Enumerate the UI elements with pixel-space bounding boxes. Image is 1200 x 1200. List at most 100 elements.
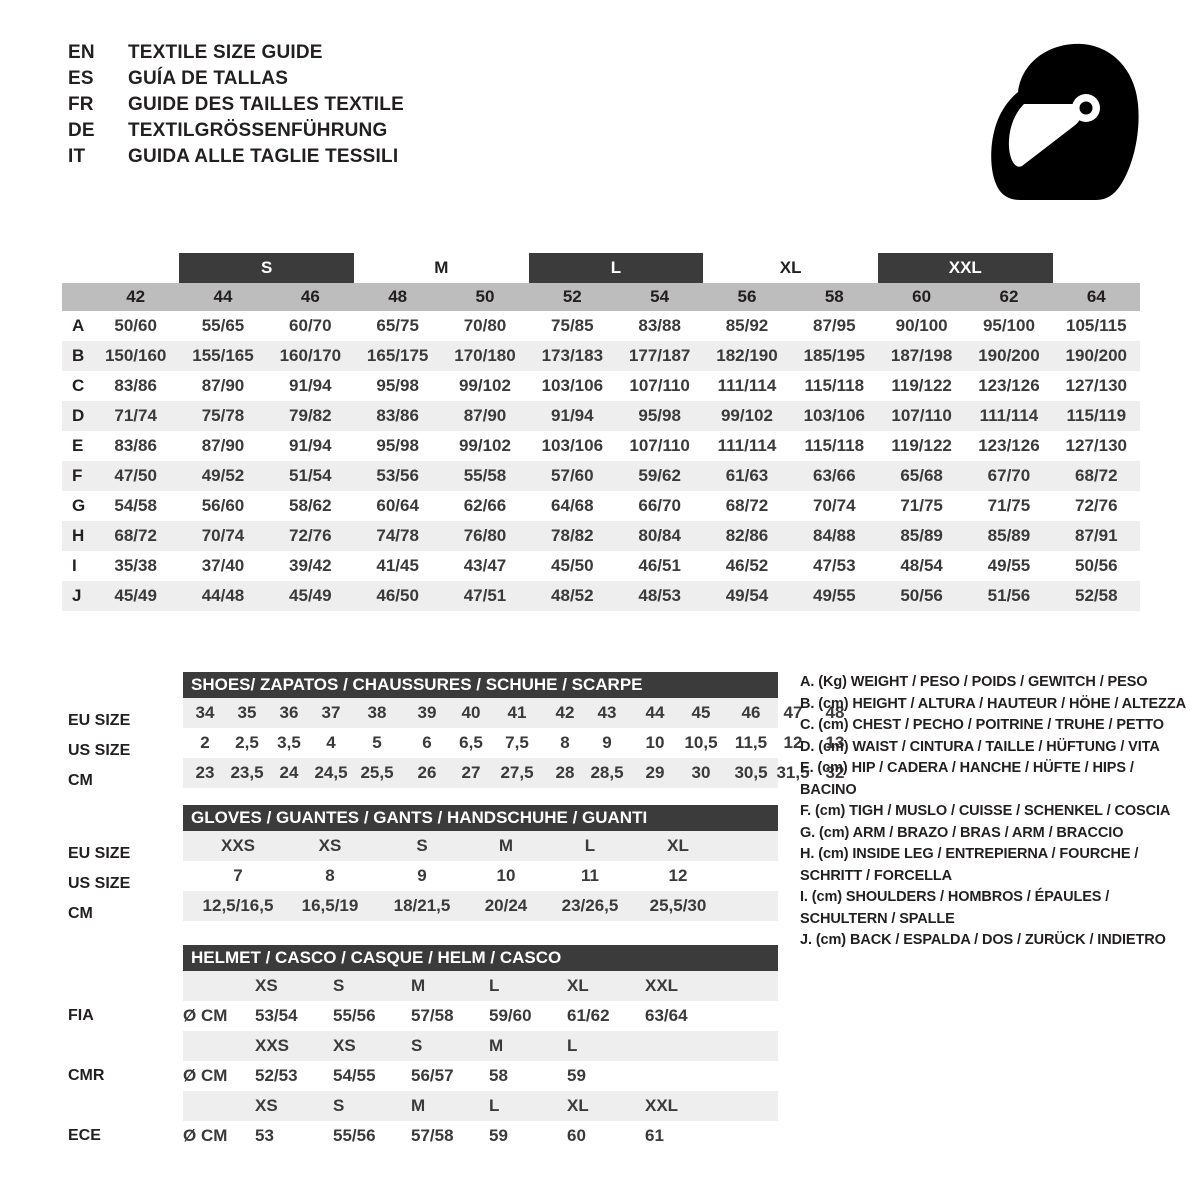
cell-E-60: 119/122 [891, 436, 952, 455]
cell-G-44: 56/60 [201, 496, 245, 515]
helmet-size-row-ECE: XS S M L XL XXL [183, 1091, 778, 1121]
cell-A-48: 65/75 [376, 316, 419, 335]
cell-E-44: 87/90 [201, 436, 245, 455]
helmet-size-CMR-L: L [567, 1036, 578, 1055]
cell-I-62: 49/55 [987, 556, 1031, 575]
gloves-us-XS: 8 [325, 866, 335, 885]
racing-helmet-icon [960, 28, 1160, 208]
helmet-value-CMR-S: 56/57 [411, 1066, 454, 1085]
helmet-size-ECE-XXL: XXL [645, 1096, 679, 1115]
cell-F-46: 51/54 [289, 466, 332, 485]
helmet-size-CMR-XXS: XXS [255, 1036, 290, 1055]
band-spacer [62, 253, 92, 283]
cell-E-50: 99/102 [458, 436, 511, 455]
table-row: B 150/160 155/165 160/170 165/175 170/180 173/… [62, 341, 1140, 371]
shoes-eu-41: 41 [507, 703, 527, 722]
size-band-M: M [434, 258, 449, 277]
helmet-size-CMR-S: S [411, 1036, 423, 1055]
shoes-row-labels: EU SIZE US SIZE CM [68, 706, 178, 796]
cell-H-50: 76/80 [463, 526, 507, 545]
cell-B-56: 182/190 [716, 346, 778, 365]
size-header-58: 58 [824, 287, 844, 306]
main-size-table: S M L XL XXL 42 44 46 48 50 52 54 56 58 60 62 64 A 50/60… [62, 253, 1140, 611]
cell-D-48: 83/86 [376, 406, 419, 425]
shoes-us-45: 10,5 [684, 733, 718, 752]
cell-B-54: 177/187 [628, 346, 691, 365]
cell-C-54: 107/110 [629, 376, 690, 395]
title-text: GUÍA DE TALLAS [128, 68, 289, 89]
shoes-cm-37: 24,5 [314, 763, 348, 782]
shoes-us-39: 6 [422, 733, 432, 752]
gloves-label-us-size: US SIZE [68, 875, 131, 892]
gloves-row: XXS XS S M L XL [183, 831, 778, 861]
legend-item-3: D. (cm) WAIST / CINTURA / TAILLE / HÜFTU… [800, 738, 1160, 755]
cell-B-62: 190/200 [978, 346, 1040, 365]
gloves-label-eu-size: EU SIZE [68, 845, 131, 862]
cell-J-48: 46/50 [376, 586, 419, 605]
cell-B-42: 150/160 [104, 346, 167, 365]
row-letter-F: F [72, 466, 83, 485]
size-band-L: L [528, 253, 704, 283]
cell-C-60: 119/122 [891, 376, 952, 395]
cell-A-60: 90/100 [895, 316, 948, 335]
shoes-table-body: 34 35 36 37 38 39 40 41 42 43 44 45 46 47 48 2 2,5 3,5 4 5 6… [183, 698, 844, 788]
cell-E-54: 107/110 [629, 436, 690, 455]
cell-B-60: 187/198 [890, 346, 953, 365]
cell-B-52: 173/183 [541, 346, 604, 365]
gloves-us-L: 11 [581, 866, 599, 885]
shoes-cm-46: 30,5 [734, 763, 768, 782]
helmet-value-CMR-XS: 54/55 [333, 1066, 376, 1085]
shoes-us-36: 3,5 [277, 733, 301, 752]
cell-J-58: 49/55 [813, 586, 856, 605]
cell-C-42: 83/86 [114, 376, 157, 395]
cell-H-48: 74/78 [376, 526, 419, 545]
cell-I-58: 47/53 [813, 556, 856, 575]
cell-J-60: 50/56 [900, 586, 943, 605]
table-row: F 47/50 49/52 51/54 53/56 55/58 57/60 59/62 61/6… [62, 461, 1140, 491]
cell-J-50: 47/51 [463, 586, 507, 605]
cell-H-44: 70/74 [201, 526, 245, 545]
cell-H-54: 80/84 [638, 526, 681, 545]
cell-G-54: 66/70 [638, 496, 681, 515]
cell-F-56: 61/63 [725, 466, 769, 485]
cell-C-58: 115/118 [804, 376, 865, 395]
cell-E-52: 103/106 [541, 436, 604, 455]
gloves-eu-XL: XL [667, 836, 689, 855]
size-band-S: S [179, 253, 354, 283]
shoes-eu-48: 48 [825, 703, 845, 722]
gloves-us-XL: 12 [668, 866, 688, 885]
cell-D-52: 91/94 [551, 406, 594, 425]
cell-J-62: 51/56 [987, 586, 1031, 605]
gloves-cm-S: 18/21,5 [393, 896, 451, 915]
helmet-value-row-FIA: Ø CM 53/54 55/56 57/58 59/60 61/62 63/64 [183, 1001, 778, 1031]
cell-A-62: 95/100 [982, 316, 1035, 335]
cell-A-52: 75/85 [551, 316, 594, 335]
cell-G-46: 58/62 [289, 496, 332, 515]
title-lang: EN [68, 42, 95, 63]
cell-F-44: 49/52 [201, 466, 245, 485]
table-row: A 50/60 55/65 60/70 65/75 70/80 75/85 83/88 85/9… [62, 311, 1140, 341]
shoes-eu-46: 46 [741, 703, 761, 722]
shoes-label-eu-size: EU SIZE [68, 712, 131, 729]
cell-H-58: 84/88 [813, 526, 856, 545]
shoes-eu-47: 47 [783, 703, 803, 722]
helmet-size-ECE-XS: XS [255, 1096, 278, 1115]
size-header-50: 50 [475, 287, 495, 306]
shoes-us-34: 2 [200, 733, 210, 752]
shoes-eu-39: 39 [417, 703, 437, 722]
row-letter-C: C [72, 376, 85, 395]
cell-J-64: 52/58 [1075, 586, 1118, 605]
gloves-eu-L: L [584, 836, 596, 855]
measurement-legend: A. (Kg) WEIGHT / PESO / POIDS / GEWITCH … [800, 672, 1190, 952]
row-letter-B: B [72, 346, 85, 365]
cell-F-50: 55/58 [463, 466, 507, 485]
shoes-cm-40: 27 [461, 763, 481, 782]
cell-D-60: 107/110 [891, 406, 952, 425]
row-letter-H: H [72, 526, 85, 545]
helmet-value-row-CMR: Ø CM 52/53 54/55 56/57 58 59 [183, 1061, 778, 1091]
shoes-cm-39: 26 [417, 763, 437, 782]
size-number-row: 42 44 46 48 50 52 54 56 58 60 62 64 [62, 283, 1140, 311]
helmet-value-FIA-M: 57/58 [411, 1006, 454, 1025]
cell-E-46: 91/94 [289, 436, 332, 455]
row-letter-D: D [72, 406, 85, 425]
